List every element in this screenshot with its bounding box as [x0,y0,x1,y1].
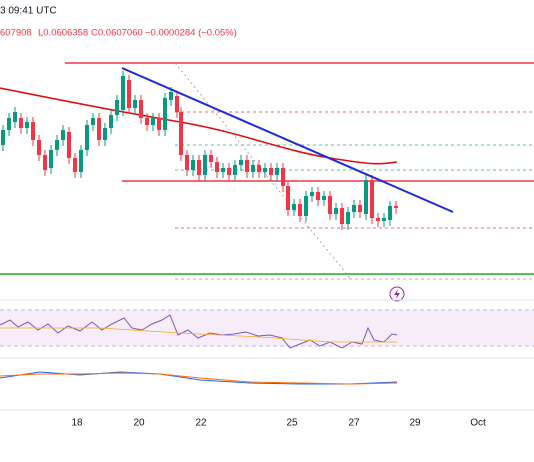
x-tick-label: Oct [470,418,486,429]
moving-average [0,87,398,165]
candle-body [257,165,261,172]
candle-body [370,180,374,218]
trend-line [121,67,454,213]
candle-body [334,208,338,214]
candle-body [275,168,279,175]
candle-body [251,165,255,172]
fib-diagonal [174,62,351,279]
candle-body [191,160,195,170]
candle-body [67,132,71,158]
candle-body [316,192,320,200]
candle-body [139,100,143,118]
candle-body [163,98,167,130]
candle-body [328,196,332,214]
candle-body [382,218,386,221]
candle-body [49,150,53,168]
candle-body [197,160,201,175]
candle-body [115,100,119,115]
candle-body [215,162,219,172]
candle-body [61,130,65,140]
candle-body [25,122,29,128]
candle-body [286,186,290,210]
candle-body [322,196,326,200]
ohlc-open: 607908 [0,28,32,39]
x-tick-label: 27 [348,418,360,429]
candle-body [346,212,350,224]
x-tick-label: 22 [195,418,207,429]
candle-body [91,118,95,125]
candle-body [209,155,213,162]
candle-body [364,180,368,214]
ohlc-change: −0.0000284 (−0.05%) [145,28,237,39]
candle-body [352,205,356,212]
ohlc-close: C0.0607060 [91,28,143,39]
candle-body [304,196,308,216]
candle-body [310,192,314,196]
candle-body [203,155,207,175]
x-tick-label: 29 [409,418,421,429]
candle-body [376,218,380,221]
candle-body [73,158,77,172]
candle-body [145,118,149,125]
candle-body [109,115,113,128]
candle-body [7,118,11,130]
candle-body [263,168,267,172]
candle-body [13,112,17,122]
candle-body [175,96,179,112]
candle-body [85,125,89,150]
candles [1,71,398,230]
x-tick-label: 20 [133,418,145,429]
candle-body [19,118,23,128]
candle-body [233,165,237,175]
candle-body [55,140,59,150]
candle-body [151,118,155,125]
candle-body [245,160,249,172]
candle-body [269,168,273,175]
candle-body [1,130,5,145]
x-axis: 18 20 22 25 27 29 Oct [71,418,486,429]
candle-body [185,155,189,170]
candle-body [394,206,398,208]
candle-body [358,205,362,212]
rsi-ma [0,327,397,343]
candle-body [239,160,243,165]
candle-body [31,122,35,140]
candle-body [221,168,225,172]
x-tick-label: 25 [286,418,298,429]
candle-body [388,206,392,220]
header-time: 3 09:41 UTC [0,6,57,17]
candle-body [157,118,161,130]
candle-body [79,150,83,172]
candle-body [121,76,125,110]
x-tick-label: 18 [71,418,83,429]
signal-line [0,372,398,385]
candle-body [103,128,107,140]
candle-body [292,204,296,210]
candle-body [298,204,302,216]
candle-body [43,155,47,170]
ohlc-low: L0.0606358 [38,28,88,39]
candle-body [340,208,344,224]
candle-body [169,92,173,100]
candle-body [133,100,137,108]
candle-body [127,80,131,108]
candle-body [281,168,285,186]
candle-body [37,140,41,155]
candle-body [97,118,101,140]
candle-body [179,112,183,155]
event-bolt [394,289,400,299]
ohlc-row: 607908 L0.0606358 C0.0607060 −0.0000284 … [0,28,237,39]
candle-body [227,168,231,175]
